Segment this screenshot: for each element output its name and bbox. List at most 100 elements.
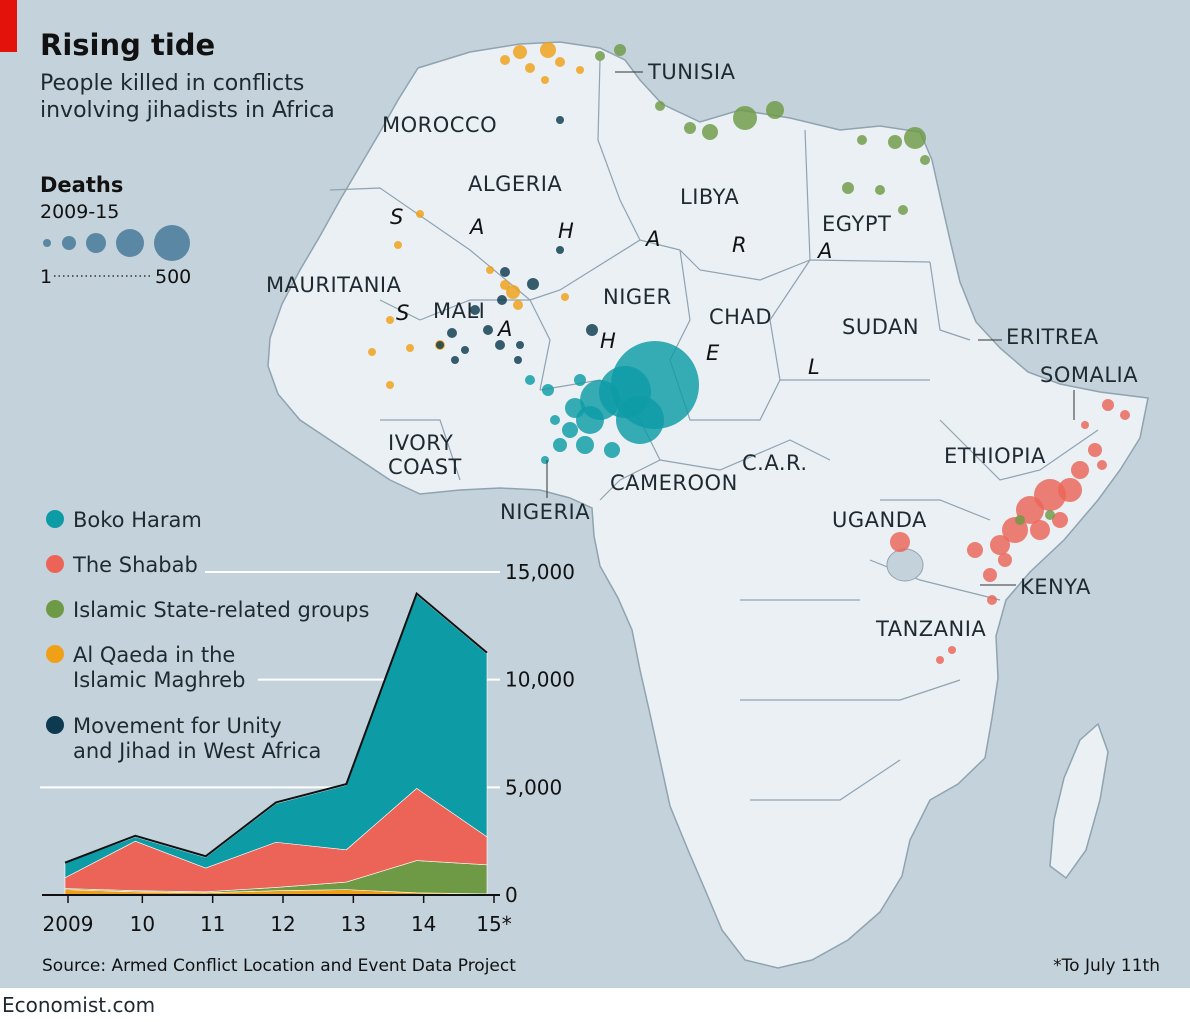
map-bubble-boko-haram [604, 442, 620, 458]
map-bubble-boko-haram [542, 384, 554, 396]
size-legend-circle-1 [43, 239, 51, 247]
map-bubble-mujao [436, 341, 444, 349]
map-bubble-mujao [527, 278, 539, 290]
map-bubble-boko-haram [576, 436, 594, 454]
sahel-letter-l: L [808, 355, 820, 379]
map-bubble-mujao [586, 324, 598, 336]
map-bubble-shabab [1071, 461, 1089, 479]
x-tick-label: 14 [411, 912, 436, 936]
sahara-letter-a: A [468, 215, 484, 239]
label-ethiopia: ETHIOPIA [944, 444, 1046, 468]
sahara-letter-a3: A [816, 239, 832, 263]
label-mauritania: MAURITANIA [266, 273, 402, 297]
legend-label: Movement for Unity [73, 714, 282, 738]
lake-victoria [886, 548, 924, 582]
legend-swatch [46, 716, 64, 734]
map-bubble-islamic-state [766, 101, 784, 119]
sahel-letter-h: H [600, 329, 616, 353]
x-tick-label: 2009 [43, 912, 94, 936]
map-bubble-aqim [513, 300, 523, 310]
map-bubble-aqim [513, 45, 527, 59]
map-bubble-aqim [540, 42, 556, 58]
total-line [64, 591, 488, 864]
x-tick-label: 10 [130, 912, 155, 936]
label-morocco: MOROCCO [382, 113, 497, 137]
map-bubble-aqim [541, 76, 549, 84]
map-bubble-shabab [1052, 512, 1068, 528]
y-tick-label: 15,000 [505, 560, 575, 584]
map-bubble-islamic-state [733, 106, 757, 130]
map-bubble-mujao [497, 295, 507, 305]
group-legend: Boko Haram The Shabab Islamic State-relate… [46, 508, 369, 763]
size-legend-period: 2009-15 [40, 201, 119, 223]
map-bubble-shabab [1097, 460, 1107, 470]
madagascar [1049, 722, 1109, 880]
map-bubble-islamic-state [702, 124, 718, 140]
map-bubble-aqim [416, 210, 424, 218]
map-bubble-boko-haram [553, 438, 567, 452]
sahara-letter-s: S [390, 205, 403, 229]
x-tick-label: 13 [341, 912, 366, 936]
label-tanzania: TANZANIA [875, 617, 986, 641]
label-uganda: UGANDA [832, 508, 927, 532]
map-bubble-islamic-state [684, 122, 696, 134]
map-bubble-shabab [967, 542, 983, 558]
map-bubble-islamic-state [614, 44, 626, 56]
map-bubble-shabab [990, 535, 1010, 555]
map-bubble-shabab [998, 553, 1012, 567]
label-egypt: EGYPT [822, 212, 891, 236]
size-legend-title: Deaths [40, 173, 123, 197]
legend-label: Islamic State-related groups [73, 598, 369, 622]
label-nigeria: NIGERIA [500, 500, 590, 524]
leader-lines [546, 71, 1075, 586]
size-legend-min: 1 [40, 266, 52, 288]
map-bubble-mujao [451, 356, 459, 364]
map-bubble-shabab [1102, 399, 1114, 411]
map-bubble-layer [368, 42, 1130, 664]
chart-title: Rising tide [40, 28, 215, 62]
legend-swatch [46, 600, 64, 618]
map-bubble-shabab [1081, 421, 1089, 429]
map-bubble-aqim [561, 293, 569, 301]
sahel-letter-s: S [396, 301, 409, 325]
size-legend-circle-5 [154, 225, 190, 261]
label-kenya: KENYA [1020, 575, 1091, 599]
map-bubble-mujao [483, 325, 493, 335]
map-bubble-aqim [386, 316, 394, 324]
legend-label: Islamic Maghreb [73, 668, 245, 692]
map-bubble-aqim [525, 63, 535, 73]
map-bubble-mujao [556, 246, 564, 254]
legend-label: and Jihad in West Africa [73, 739, 321, 763]
label-sudan: SUDAN [842, 315, 919, 339]
map-bubble-boko-haram [616, 396, 664, 444]
map-bubble-islamic-state [595, 51, 605, 61]
map-bubble-aqim [506, 285, 520, 299]
map-bubble-shabab [983, 568, 997, 582]
brand-label: Economist.com [2, 993, 155, 1017]
map-bubble-islamic-state [655, 101, 665, 111]
legend-swatch [46, 555, 64, 573]
sahara-letter-h: H [558, 219, 574, 243]
footnote: *To July 11th [1053, 956, 1160, 976]
sahel-letter-e: E [706, 341, 720, 365]
label-cameroon: CAMEROON [610, 471, 738, 495]
map-bubble-aqim [500, 280, 510, 290]
map-bubble-boko-haram [562, 422, 578, 438]
map-bubble-boko-haram [565, 398, 585, 418]
country-borders [329, 59, 1099, 801]
map-bubble-boko-haram [525, 375, 535, 385]
map-bubble-shabab [948, 646, 956, 654]
chart-x-ticks: 2009 10 11 12 13 14 15* [42, 894, 512, 936]
area-chart: 0 5,000 10,000 15,000 2009 10 11 12 13 14 15* [40, 560, 575, 936]
map-bubble-islamic-state [904, 127, 926, 149]
map-bubble-shabab [890, 532, 910, 552]
country-labels: MOROCCO ALGERIA TUNISIA LIBYA EGYPT MAUR… [266, 60, 1138, 641]
label-niger: NIGER [603, 285, 672, 309]
map-bubble-mujao [495, 340, 505, 350]
map-bubble-shabab [1030, 520, 1050, 540]
label-somalia: SOMALIA [1040, 363, 1138, 387]
legend-label: The Shabab [72, 553, 198, 577]
sahara-letter-a2: A [644, 227, 660, 251]
map-bubble-islamic-state [1045, 510, 1055, 520]
